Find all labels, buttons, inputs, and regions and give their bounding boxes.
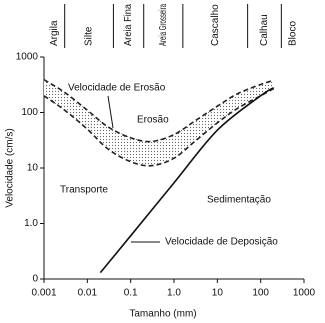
size-class-label: Silte (84, 26, 95, 46)
curve (99, 86, 275, 274)
curve (43, 87, 275, 167)
annotation: Erosão (137, 115, 169, 126)
size-class-label: Cascalho (210, 4, 221, 46)
x-tick-label: 0.1 (124, 288, 138, 299)
leader-line (107, 95, 114, 129)
annotation: Velocidade de Deposição (165, 237, 278, 248)
annotation: Transporte (60, 185, 108, 196)
y-tick-label: 1000 (16, 52, 39, 63)
size-class-label: Bloco (287, 21, 298, 46)
x-tick-label: 0.01 (78, 288, 98, 299)
x-axis-label: Tamanho (mm) (129, 309, 196, 320)
y-tick-label: 100 (21, 107, 38, 118)
y-axis-label: Velocidade (cm/s) (5, 128, 16, 207)
x-tick-label: 1.0 (167, 288, 181, 299)
erosion-band (44, 79, 274, 166)
curve (43, 79, 274, 143)
size-class-label: Calhau (259, 14, 270, 46)
x-tick-label: 1000 (293, 288, 316, 299)
y-tick-label: 1.0 (24, 218, 38, 229)
size-class-label: Areia Fina (123, 4, 134, 46)
x-tick-label: 0.001 (31, 288, 56, 299)
x-tick-label: 10 (212, 288, 224, 299)
annotation: Sedimentação (207, 195, 271, 206)
x-tick-label: 100 (252, 288, 269, 299)
y-tick-label: 10 (27, 163, 39, 174)
size-class-label: Argila (49, 20, 60, 46)
y-tick-label: 0 (32, 274, 38, 285)
annotation: Velocidade de Erosão (68, 83, 166, 94)
size-class-label: Areia Grosseira (158, 4, 169, 46)
